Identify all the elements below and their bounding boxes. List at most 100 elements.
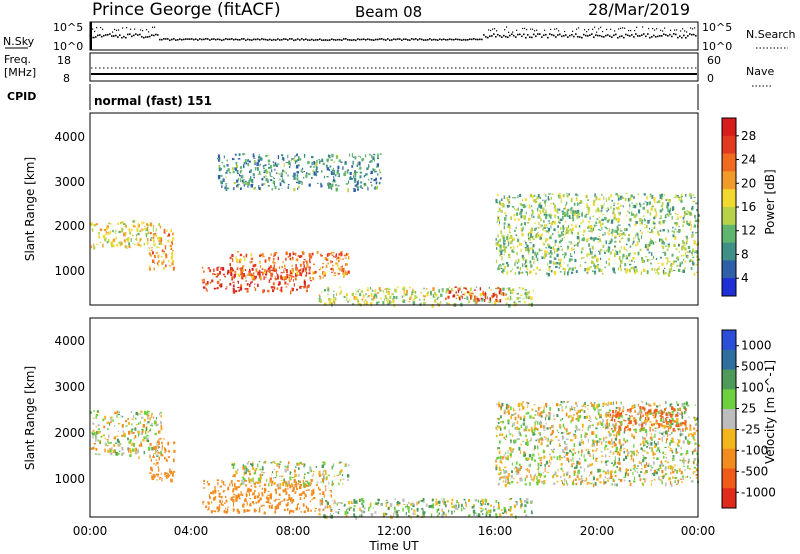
heatmap-cell xyxy=(534,473,536,477)
heatmap-cell xyxy=(653,222,656,225)
heatmap-cell xyxy=(459,296,461,301)
heatmap-cell xyxy=(550,222,554,225)
heatmap-cell xyxy=(666,262,668,265)
heatmap-cell xyxy=(303,285,305,289)
heatmap-cell xyxy=(617,414,620,417)
heatmap-cell xyxy=(684,267,686,269)
heatmap-cell xyxy=(597,229,601,231)
heatmap-cell xyxy=(652,241,655,245)
heatmap-cell xyxy=(605,240,607,245)
power-panel xyxy=(89,112,699,306)
heatmap-cell xyxy=(159,431,161,434)
heatmap-cell xyxy=(138,456,140,460)
heatmap-cell xyxy=(292,279,294,282)
heatmap-cell xyxy=(592,202,595,206)
heatmap-cell xyxy=(143,436,146,440)
heatmap-cell xyxy=(250,463,252,465)
heatmap-cell xyxy=(240,270,242,274)
heatmap-cell xyxy=(249,178,252,182)
nsearch-point xyxy=(142,30,144,32)
heatmap-cell xyxy=(328,298,331,301)
heatmap-cell xyxy=(575,211,578,214)
heatmap-cell xyxy=(153,474,156,479)
heatmap-cell xyxy=(613,453,615,455)
heatmap-cell xyxy=(538,452,540,456)
heatmap-cell xyxy=(644,219,646,222)
heatmap-cell xyxy=(232,475,234,477)
heatmap-cell xyxy=(552,475,554,479)
heatmap-cell xyxy=(128,441,131,444)
heatmap-cell xyxy=(286,466,289,468)
heatmap-cell xyxy=(157,264,160,267)
heatmap-cell xyxy=(557,216,560,219)
heatmap-cell xyxy=(158,446,161,448)
heatmap-cell xyxy=(673,269,676,271)
heatmap-cell xyxy=(526,475,528,479)
heatmap-cell xyxy=(437,508,440,511)
heatmap-cell xyxy=(128,242,131,246)
heatmap-cell xyxy=(522,440,524,442)
nsky-point xyxy=(537,33,539,35)
heatmap-cell xyxy=(210,501,213,504)
heatmap-cell xyxy=(570,241,572,243)
heatmap-cell xyxy=(309,276,312,280)
heatmap-cell xyxy=(267,500,270,504)
heatmap-cell xyxy=(637,465,639,467)
heatmap-cell xyxy=(672,456,674,459)
nsky-point xyxy=(607,34,609,36)
heatmap-cell xyxy=(297,503,299,505)
heatmap-cell xyxy=(113,436,116,440)
heatmap-cell xyxy=(567,245,569,249)
heatmap-cell xyxy=(687,211,690,213)
heatmap-cell xyxy=(678,229,681,233)
heatmap-cell xyxy=(554,243,556,247)
heatmap-cell xyxy=(500,471,502,475)
heatmap-cell xyxy=(227,269,229,274)
nsky-point xyxy=(111,35,113,37)
heatmap-cell xyxy=(249,502,252,507)
heatmap-cell xyxy=(592,440,595,444)
heatmap-cell xyxy=(660,418,663,422)
heatmap-cell xyxy=(373,187,376,190)
heatmap-cell xyxy=(578,478,581,481)
heatmap-cell xyxy=(258,269,261,274)
heatmap-cell xyxy=(149,417,151,421)
heatmap-cell xyxy=(215,275,218,278)
heatmap-cell xyxy=(270,176,273,178)
heatmap-cell xyxy=(277,486,280,490)
heatmap-cell xyxy=(465,287,467,290)
heatmap-cell xyxy=(328,182,330,186)
heatmap-cell xyxy=(557,230,559,234)
nsky-point xyxy=(187,38,189,40)
nsky-point xyxy=(619,35,621,38)
heatmap-cell xyxy=(570,230,573,234)
heatmap-cell xyxy=(692,256,695,259)
heatmap-cell xyxy=(248,461,250,463)
nsearch-point xyxy=(522,27,524,30)
heatmap-cell xyxy=(604,481,607,484)
heatmap-cell xyxy=(509,231,511,234)
heatmap-cell xyxy=(561,210,564,213)
heatmap-cell xyxy=(552,424,554,429)
heatmap-cell xyxy=(671,216,673,220)
heatmap-cell xyxy=(219,279,221,281)
nsky-point xyxy=(275,39,277,41)
heatmap-cell xyxy=(647,220,650,224)
heatmap-cell xyxy=(331,183,334,187)
heatmap-cell xyxy=(671,266,673,271)
heatmap-cell xyxy=(650,262,652,265)
heatmap-cell xyxy=(641,219,644,222)
nsky-point xyxy=(525,36,527,39)
heatmap-cell xyxy=(669,421,672,425)
heatmap-cell xyxy=(331,254,334,256)
heatmap-cell xyxy=(672,441,675,443)
heatmap-cell xyxy=(508,253,511,257)
heatmap-cell xyxy=(509,498,512,501)
heatmap-cell xyxy=(360,514,363,517)
heatmap-cell xyxy=(607,219,610,223)
heatmap-cell xyxy=(667,465,670,470)
heatmap-cell xyxy=(329,165,332,168)
heatmap-cell xyxy=(278,493,281,496)
heatmap-cell xyxy=(422,498,425,502)
heatmap-cell xyxy=(546,250,548,254)
